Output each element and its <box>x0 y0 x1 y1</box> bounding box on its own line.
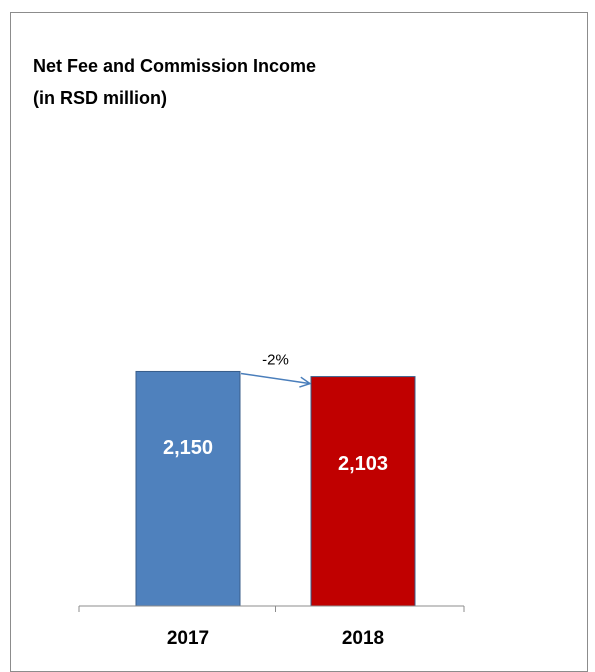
x-axis-ticks <box>78 606 465 612</box>
data-label-2017: 2,150 <box>163 437 213 459</box>
chart-title: Net Fee and Commission Income <box>33 56 317 76</box>
bar-2017 <box>135 370 241 607</box>
x-tick-label-2017: 2017 <box>167 628 209 649</box>
data-label-box-2017 <box>152 429 224 465</box>
data-label-2018: 2,103 <box>338 453 388 475</box>
data-labels: 2,150 2,103 <box>152 429 399 481</box>
bar-series <box>135 370 416 607</box>
x-tick-label-2018: 2018 <box>342 628 384 649</box>
change-label: -2% <box>262 351 289 368</box>
chart-frame <box>10 12 588 672</box>
change-arrow <box>240 372 310 383</box>
bar-2018 <box>310 376 416 607</box>
chart-subtitle: (in RSD million) <box>33 88 167 108</box>
x-axis-labels: 2017 2018 <box>167 628 384 649</box>
data-label-box-2018 <box>327 445 399 481</box>
change-annotation: -2% <box>240 351 310 383</box>
chart-canvas: 2017 2018 2,150 2,103 -2% <box>78 351 465 649</box>
